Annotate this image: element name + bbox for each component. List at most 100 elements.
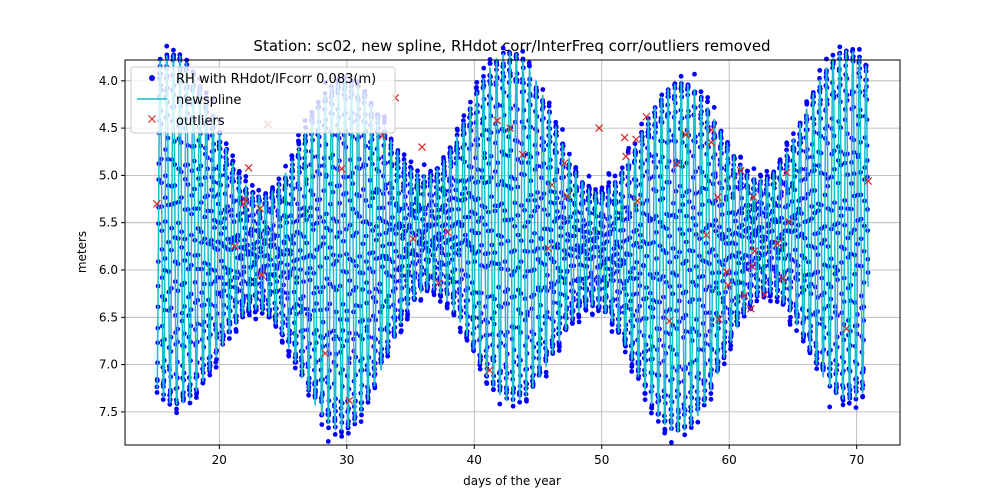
rh-point xyxy=(464,337,470,343)
rh-point xyxy=(599,185,605,191)
y-tick-label: 5.0 xyxy=(99,168,118,182)
rh-point xyxy=(556,348,562,353)
rh-point xyxy=(408,159,414,165)
rh-point xyxy=(711,105,717,110)
rh-point xyxy=(705,95,711,100)
rh-point xyxy=(256,187,262,193)
rh-point xyxy=(468,99,473,105)
rh-point xyxy=(758,173,764,179)
rh-point xyxy=(824,56,829,62)
rh-point xyxy=(194,395,199,400)
x-tick: 40 xyxy=(467,445,482,467)
rh-point xyxy=(339,429,344,435)
rh-point xyxy=(247,312,252,318)
y-tick-label: 7.0 xyxy=(99,358,118,372)
rh-point xyxy=(253,316,259,322)
y-tick-label: 4.0 xyxy=(99,74,118,88)
rh-point xyxy=(194,389,200,395)
y-tick-label: 6.5 xyxy=(99,310,118,324)
rh-point xyxy=(174,406,179,412)
rh-point xyxy=(546,100,552,106)
y-tick-label: 5.5 xyxy=(99,216,118,230)
outlier-marker xyxy=(665,317,674,326)
rh-point xyxy=(570,321,575,326)
x-tick-label: 40 xyxy=(467,453,482,467)
rh-point xyxy=(223,141,229,147)
rh-point xyxy=(557,344,562,349)
rh-point xyxy=(764,168,770,174)
rh-point xyxy=(850,47,856,52)
rh-point xyxy=(401,152,407,158)
rh-point xyxy=(461,118,466,123)
y-tick: 7.0 xyxy=(99,358,125,372)
rh-point xyxy=(622,349,628,355)
rh-point xyxy=(583,307,589,313)
rh-point xyxy=(682,432,688,438)
x-tick-label: 30 xyxy=(339,453,354,467)
rh-point xyxy=(560,127,565,132)
y-tick: 4.0 xyxy=(99,74,125,88)
rh-point xyxy=(768,298,773,304)
rh-point xyxy=(840,402,846,408)
plot-area xyxy=(152,43,873,445)
rh-point xyxy=(286,353,292,359)
rh-point xyxy=(471,348,476,354)
x-tick-label: 50 xyxy=(594,453,609,467)
y-tick-label: 4.5 xyxy=(99,121,118,135)
rh-point xyxy=(365,399,371,405)
rh-point xyxy=(359,412,364,418)
rh-point xyxy=(491,387,496,393)
x-axis: 20 30 40 50 60 70 xyxy=(212,445,864,467)
rh-point xyxy=(227,336,232,341)
rh-point xyxy=(609,322,615,327)
rh-point xyxy=(451,312,457,318)
rh-point xyxy=(642,391,648,396)
rh-point xyxy=(415,168,420,174)
rh-point xyxy=(326,425,331,431)
rh-point xyxy=(626,145,632,151)
rh-point xyxy=(497,401,503,407)
rh-point xyxy=(662,427,668,433)
rh-point xyxy=(649,410,654,416)
rh-point xyxy=(590,312,595,317)
rh-point xyxy=(283,163,288,169)
x-tick-label: 20 xyxy=(212,453,227,467)
rh-point xyxy=(160,397,166,402)
legend: RH with RHdot/IFcorr 0.083(m) newspline … xyxy=(130,66,396,134)
outlier-marker xyxy=(620,133,629,142)
rh-point xyxy=(543,369,549,375)
rh-point xyxy=(292,365,298,371)
rh-point xyxy=(860,393,866,399)
rh-point xyxy=(398,328,404,333)
rh-point xyxy=(421,162,427,168)
rh-point xyxy=(280,340,285,345)
legend-label-outliers: outliers xyxy=(176,114,225,129)
rh-point xyxy=(698,89,704,95)
rh-point xyxy=(437,299,443,304)
rh-point xyxy=(332,432,338,437)
rh-point xyxy=(352,421,358,427)
rh-point xyxy=(289,157,295,162)
rh-point xyxy=(174,410,180,416)
rh-point xyxy=(708,396,714,402)
rh-point xyxy=(500,45,506,51)
rh-point xyxy=(230,159,236,164)
rh-point xyxy=(474,85,479,90)
rh-point xyxy=(461,113,467,119)
rh-point xyxy=(259,310,265,316)
x-tick: 50 xyxy=(594,445,609,467)
y-tick: 7.5 xyxy=(99,405,125,419)
rh-point xyxy=(784,142,790,148)
rh-point xyxy=(445,301,450,306)
rh-point xyxy=(827,404,833,410)
rh-point xyxy=(576,319,582,325)
legend-label-spline: newspline xyxy=(176,93,241,108)
rh-point xyxy=(794,328,799,333)
rh-point xyxy=(267,314,272,320)
rh-point xyxy=(339,434,345,439)
rh-point xyxy=(705,99,710,105)
rh-point xyxy=(517,399,523,405)
rh-point xyxy=(358,419,364,424)
rh-point xyxy=(233,329,239,334)
